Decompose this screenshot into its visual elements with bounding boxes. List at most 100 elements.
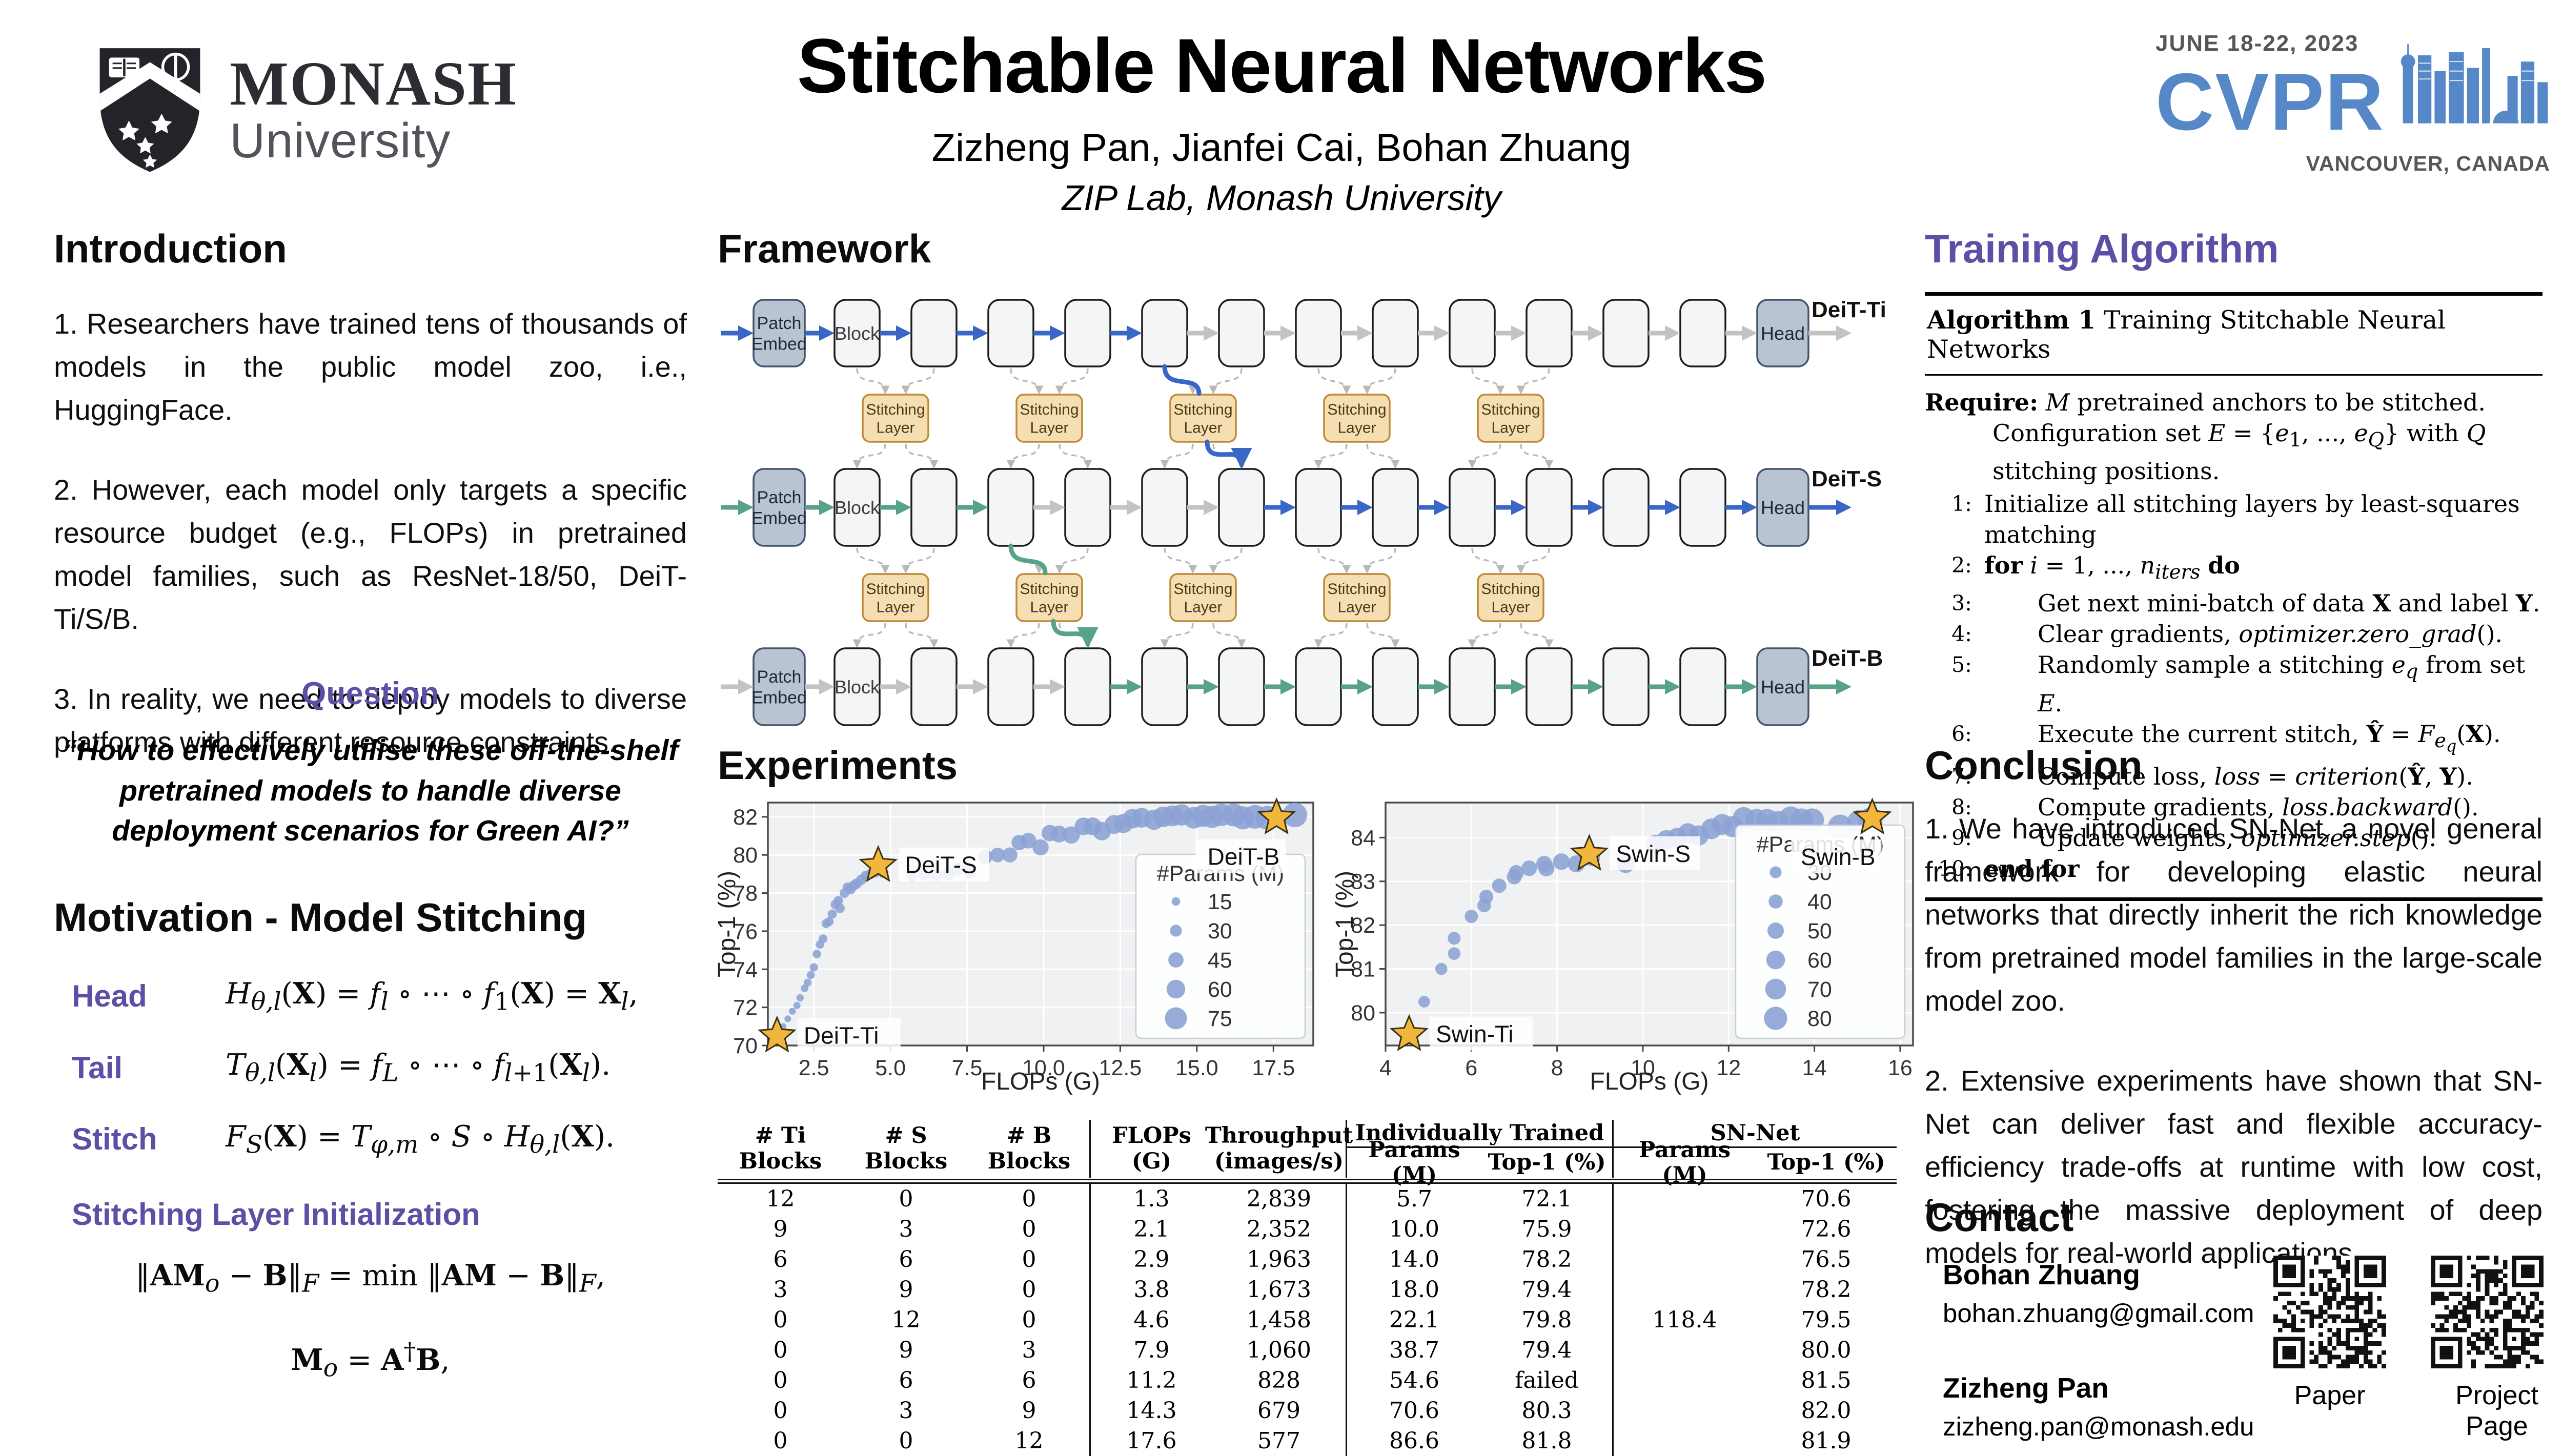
svg-text:Swin-S: Swin-S bbox=[1616, 840, 1691, 867]
svg-text:10.0: 10.0 bbox=[1022, 1056, 1065, 1080]
equation-row-stitch: Stitch FS(X) = Tφ,m ∘ S ∘ Hθ,l(X). bbox=[72, 1119, 687, 1159]
svg-text:Layer: Layer bbox=[1491, 599, 1530, 616]
svg-text:10: 10 bbox=[1631, 1056, 1655, 1080]
svg-text:Head: Head bbox=[1761, 676, 1805, 698]
algorithm-heading: Training Algorithm bbox=[1925, 226, 2279, 271]
table-data-cell: 0 bbox=[773, 1367, 788, 1393]
algorithm-line: 6: Execute the current stitch, Ŷ = Feq(X)… bbox=[1925, 719, 2542, 762]
table-data-cell: 0 bbox=[1022, 1216, 1036, 1242]
qr-project-page: Project Page bbox=[2431, 1256, 2563, 1442]
svg-text:60: 60 bbox=[1807, 948, 1832, 973]
monash-crest-icon bbox=[99, 48, 200, 172]
algorithm-line: 5: Randomly sample a stitching eq from se… bbox=[1925, 649, 2542, 718]
svg-text:50: 50 bbox=[1807, 919, 1832, 944]
svg-text:8: 8 bbox=[1551, 1056, 1563, 1080]
table-data-cell: 79.8 bbox=[1521, 1307, 1572, 1333]
group-header: SN-Net bbox=[1612, 1120, 1897, 1148]
svg-text:Stitching: Stitching bbox=[1327, 401, 1386, 418]
table-data-cell bbox=[1612, 1335, 1756, 1365]
contact-name-1: Bohan Zhuang bbox=[1943, 1259, 2140, 1290]
svg-text:5.0: 5.0 bbox=[875, 1056, 906, 1080]
svg-text:DeiT-Ti: DeiT-Ti bbox=[804, 1022, 879, 1049]
algorithm-require: Require: M pretrained anchors to be stit… bbox=[1925, 388, 2486, 485]
table-data-cell: 0 bbox=[899, 1186, 913, 1212]
svg-text:84: 84 bbox=[1351, 826, 1375, 850]
experiments-heading: Experiments bbox=[718, 743, 958, 788]
svg-text:12.5: 12.5 bbox=[1099, 1056, 1142, 1080]
monash-wordmark-sub: University bbox=[230, 113, 451, 168]
algorithm-line-text: Randomly sample a stitching eq from set … bbox=[2038, 651, 2526, 717]
svg-text:80: 80 bbox=[733, 843, 758, 868]
algorithm-line-number: 7: bbox=[1951, 764, 1972, 789]
svg-text:FLOPs (G): FLOPs (G) bbox=[981, 1068, 1100, 1095]
algorithm-line-text: Update weights, optimizer.step(). bbox=[2038, 824, 2437, 852]
poster-title: Stitchable Neural Networks bbox=[797, 23, 1767, 109]
question-quote: “How to effectively utilise these off-th… bbox=[62, 734, 679, 848]
svg-text:Stitching: Stitching bbox=[1481, 401, 1540, 418]
svg-text:Layer: Layer bbox=[1337, 599, 1376, 616]
deit-scatter-chart: 2.5 5.0 7.5 10.0 12.5 15.0 17.570727476788082#… bbox=[718, 797, 1314, 1095]
algorithm-line-text: end for bbox=[1984, 855, 2080, 883]
table-data-cell: 9 bbox=[899, 1337, 913, 1363]
svg-text:Patch: Patch bbox=[757, 314, 802, 333]
framework-diagram: StitchingLayerStitchingLayerStitchingLay… bbox=[721, 297, 1886, 726]
table-data-cell: 0 bbox=[773, 1337, 788, 1363]
table-data-cell: 5.7 bbox=[1346, 1184, 1481, 1214]
svg-text:70: 70 bbox=[1807, 977, 1832, 1002]
table-data-cell: 72.6 bbox=[1801, 1216, 1852, 1242]
table-data-cell: 82.0 bbox=[1801, 1398, 1852, 1424]
intro-point-1: 1. Researchers have trained tens of thou… bbox=[54, 307, 687, 426]
table-data-cell: 1,060 bbox=[1247, 1337, 1311, 1363]
table-data-cell bbox=[1612, 1365, 1756, 1396]
svg-text:70: 70 bbox=[733, 1034, 758, 1058]
svg-text:Block: Block bbox=[835, 323, 880, 344]
equation-row-tail: Tail Tθ,l(Xl) = fL ∘ ⋯ ∘ fl+1(Xl). bbox=[72, 1048, 687, 1087]
sub-header: Params (M) bbox=[1346, 1137, 1481, 1188]
algorithm-line-text: Compute loss, loss = criterion(Ŷ, Y). bbox=[2038, 763, 2473, 791]
column-header: # S Blocks bbox=[864, 1123, 948, 1174]
conclusion-point-1: 1. We have introduced SN-Net, a novel ge… bbox=[1925, 812, 2542, 1017]
table-data-cell: 3 bbox=[1022, 1337, 1036, 1363]
svg-text:30: 30 bbox=[1208, 919, 1232, 944]
svg-text:4: 4 bbox=[1379, 1056, 1392, 1080]
cvpr-skyline-icon bbox=[2401, 44, 2548, 124]
table-data-cell: 10.0 bbox=[1346, 1214, 1481, 1244]
svg-text:40: 40 bbox=[1807, 890, 1832, 914]
table-data-cell: 0 bbox=[773, 1398, 788, 1424]
svg-text:Patch: Patch bbox=[757, 488, 802, 507]
column-header: # Ti Blocks bbox=[739, 1123, 822, 1174]
algorithm-line-text: for i = 1, ..., niters do bbox=[1984, 551, 2240, 584]
table-data-cell: 9 bbox=[773, 1216, 788, 1242]
table-data-cell: 12 bbox=[891, 1307, 921, 1333]
intro-point-3: 3. In reality, we need to deploy models … bbox=[54, 683, 687, 758]
results-table: # Ti Blocks # S Blocks # B Blocks FLOPs (G)… bbox=[718, 1120, 1897, 1456]
svg-text:83: 83 bbox=[1351, 870, 1375, 894]
table-data-cell: 0 bbox=[773, 1307, 788, 1333]
svg-text:Layer: Layer bbox=[1184, 599, 1222, 616]
svg-text:Embed: Embed bbox=[751, 508, 807, 528]
table-data-cell bbox=[1612, 1214, 1756, 1244]
contact-people: Bohan Zhuang bohan.zhuang@gmail.com Zizh… bbox=[1943, 1258, 2261, 1442]
svg-text:17.5: 17.5 bbox=[1252, 1056, 1295, 1080]
svg-text:Layer: Layer bbox=[876, 599, 914, 616]
intro-heading: Introduction bbox=[54, 226, 287, 271]
algorithm-line-text: Initialize all stitching layers by least… bbox=[1984, 490, 2520, 549]
algorithm-box: Algorithm 1 Training Stitchable Neural N… bbox=[1925, 292, 2542, 901]
svg-text:81: 81 bbox=[1351, 957, 1375, 982]
svg-text:Layer: Layer bbox=[1337, 420, 1376, 437]
svg-text:6: 6 bbox=[1465, 1056, 1477, 1080]
framework-row-label: DeiT-Ti bbox=[1812, 297, 1886, 322]
svg-text:Embed: Embed bbox=[751, 334, 807, 354]
table-data-cell: 78.2 bbox=[1801, 1277, 1852, 1303]
svg-text:Head: Head bbox=[1761, 497, 1805, 518]
table-data-cell: 70.6 bbox=[1346, 1396, 1481, 1426]
table-data-cell: 81.5 bbox=[1801, 1367, 1852, 1393]
table-data-cell: 9 bbox=[1022, 1398, 1036, 1424]
algorithm-line-number: 6: bbox=[1951, 721, 1972, 746]
framework-row-label: DeiT-S bbox=[1812, 466, 1882, 491]
svg-text:Top-1 (%): Top-1 (%) bbox=[1335, 871, 1358, 977]
svg-text:75: 75 bbox=[1208, 1007, 1232, 1031]
framework-heading: Framework bbox=[718, 226, 931, 271]
svg-text:Top-1 (%): Top-1 (%) bbox=[718, 871, 741, 977]
svg-text:Stitching: Stitching bbox=[1173, 581, 1232, 598]
